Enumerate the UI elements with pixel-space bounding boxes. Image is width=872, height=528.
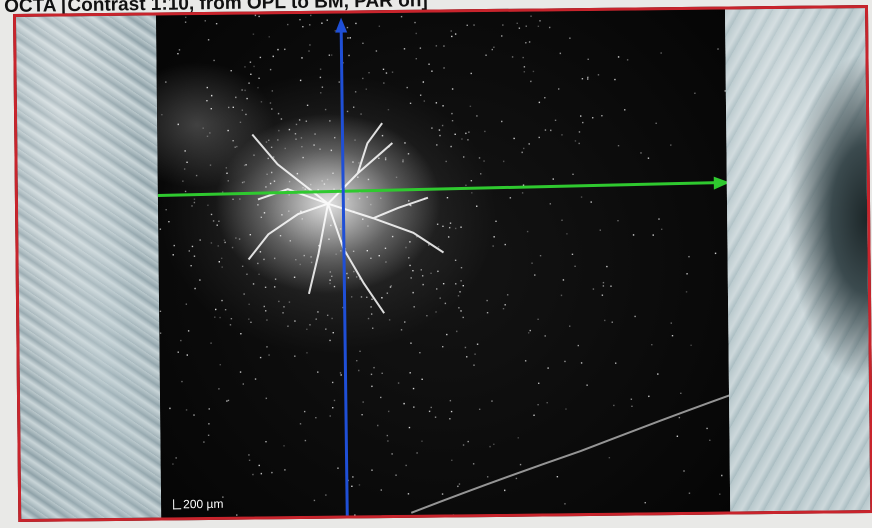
horizontal-cursor-line[interactable] [157,181,718,197]
scale-bar-label: 200 µm [183,496,224,512]
octa-angiogram[interactable]: 200 µm [156,9,734,522]
fundus-image-right [724,8,871,512]
scale-bar: 200 µm [173,497,223,512]
fundus-image-left [16,15,162,519]
vertical-cursor-arrow-icon[interactable] [335,17,348,33]
retinal-vessel [410,393,733,514]
scale-bar-icon [173,499,182,510]
vertical-cursor-line[interactable] [339,29,349,522]
octa-viewer-frame[interactable]: 200 µm [13,5,872,522]
horizontal-cursor-arrow-icon[interactable] [713,176,730,190]
angiogram-overlay [157,14,733,522]
